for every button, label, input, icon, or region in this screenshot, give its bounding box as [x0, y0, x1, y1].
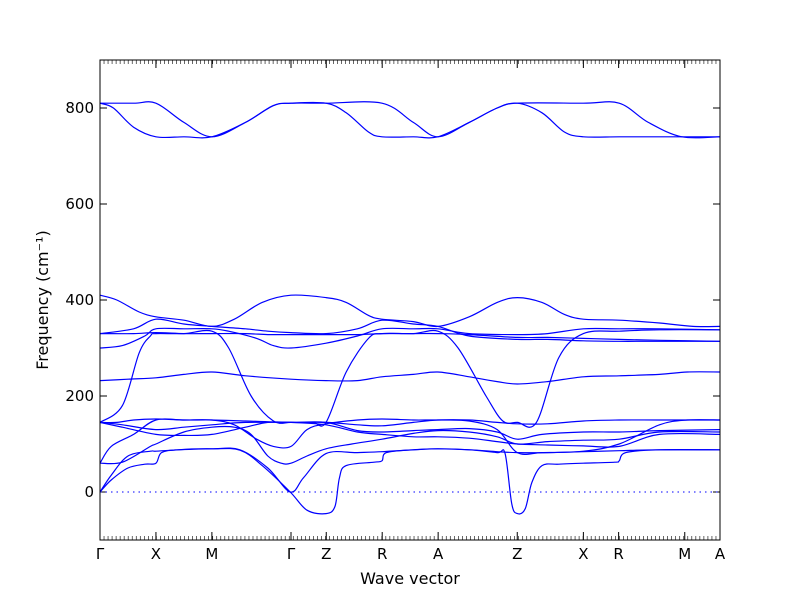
phonon-band-5: [99, 421, 720, 448]
phonon-band-6: [99, 421, 720, 440]
phonon-band-3: [99, 425, 720, 465]
y-axis-label: Frequency (cm⁻¹): [33, 230, 52, 369]
phonon-band-15: [99, 101, 720, 139]
phonon-band-13: [99, 294, 720, 328]
x-kpoint-label: M: [205, 545, 218, 563]
phonon-band-9: [99, 371, 720, 385]
x-kpoint-label: Z: [321, 545, 331, 563]
x-kpoint-label: X: [578, 545, 588, 563]
plot-frame: [99, 59, 721, 541]
y-tick-labels: 0 200 400 600 800: [65, 99, 94, 501]
phonon-band-14: [99, 101, 720, 139]
phonon-band-8: [99, 329, 720, 428]
phonon-band-10: [99, 327, 720, 349]
x-axis-label: Wave vector: [360, 569, 460, 588]
y-tick-label: 200: [65, 387, 94, 405]
y-tick-label: 600: [65, 195, 94, 213]
phonon-band-12: [99, 318, 720, 342]
minor-ticks: [99, 60, 721, 540]
x-kpoint-label: Z: [512, 545, 522, 563]
x-kpoint-label: A: [715, 545, 726, 563]
x-kpoint-label: Γ: [96, 545, 105, 563]
phonon-band-7: [99, 418, 720, 427]
phonon-band-11: [99, 331, 720, 342]
y-tick-label: 400: [65, 291, 94, 309]
y-tick-label: 0: [84, 483, 94, 501]
x-kpoint-label: Γ: [287, 545, 296, 563]
x-kpoint-label: R: [377, 545, 387, 563]
x-kpoint-label: R: [613, 545, 623, 563]
y-tick-label: 800: [65, 99, 94, 117]
band-lines: [99, 101, 720, 515]
x-kpoint-label: A: [433, 545, 444, 563]
x-kpoint-label: M: [678, 545, 691, 563]
x-kpoint-label: X: [151, 545, 161, 563]
